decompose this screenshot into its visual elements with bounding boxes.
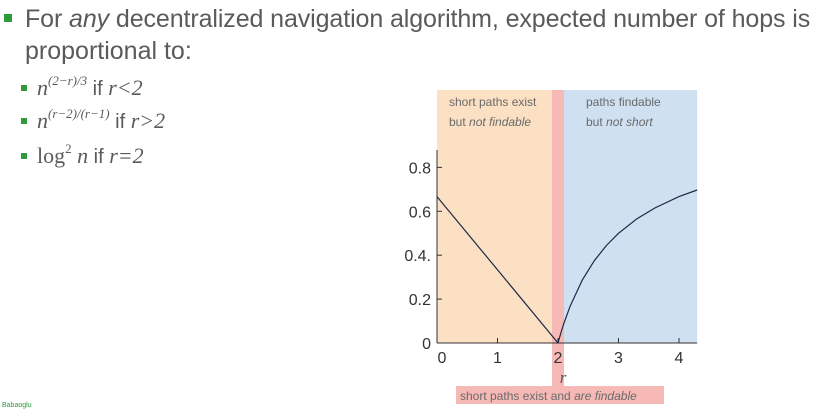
formula-3-arg: n bbox=[71, 143, 89, 168]
x-tick-label-0: 0 bbox=[438, 350, 447, 367]
region-critical-band bbox=[552, 90, 564, 388]
formula-3-if: if bbox=[88, 146, 110, 168]
heading-line-1: For any decentralized navigation algorit… bbox=[25, 5, 810, 34]
annotation-right-line1: paths findable bbox=[586, 95, 661, 109]
bottom-label-background bbox=[456, 386, 664, 404]
formula-2-if: if bbox=[109, 111, 131, 133]
sub-bullet-1 bbox=[21, 85, 27, 91]
formula-item-3: log2 n if r=2 bbox=[37, 141, 144, 169]
formula-1-if: if bbox=[87, 78, 109, 100]
formula-3-condition: r=2 bbox=[109, 143, 144, 168]
region-findable-not-short bbox=[560, 90, 698, 343]
y-tick-label-0: 0 bbox=[422, 336, 431, 353]
formula-3-base: log bbox=[37, 143, 66, 168]
heading-emphasis: any bbox=[69, 5, 110, 33]
formula-1-exponent: (2−r)/3 bbox=[48, 73, 88, 88]
heading-text-a: For bbox=[25, 5, 70, 33]
x-tick-label-2: 2 bbox=[554, 350, 563, 367]
x-tick-label-3: 3 bbox=[614, 350, 623, 367]
x-axis-label: r bbox=[560, 368, 567, 387]
y-tick-label-4: 0.8 bbox=[409, 160, 431, 177]
annotation-right-line2: but not short bbox=[586, 115, 653, 129]
formula-2-exponent: (r−2)/(r−1) bbox=[48, 106, 110, 121]
y-tick-label-3: 0.6 bbox=[409, 204, 431, 221]
series-line-0 bbox=[436, 196, 559, 344]
formula-1-condition: r<2 bbox=[108, 75, 143, 100]
annotation-bottom: short paths exist and are findable bbox=[460, 389, 637, 403]
formula-item-2: n(r−2)/(r−1) if r>2 bbox=[37, 106, 165, 134]
region-short-not-findable bbox=[437, 90, 556, 343]
footer-author: Babaoglu bbox=[2, 402, 32, 409]
heading-line-2: proportional to: bbox=[25, 37, 192, 65]
sub-bullet-2 bbox=[21, 118, 27, 124]
formula-2-condition: r>2 bbox=[130, 108, 166, 133]
y-tick-label-2: 0.4. bbox=[404, 248, 431, 265]
series-line-1 bbox=[557, 189, 698, 344]
annotation-left-line1: short paths exist bbox=[449, 95, 537, 109]
formula-item-1: n(2−r)/3 if r<2 bbox=[37, 73, 143, 101]
x-tick-label-1: 1 bbox=[493, 350, 502, 367]
heading-text-b: decentralized navigation algorithm, expe… bbox=[109, 5, 811, 33]
x-tick-label-4: 4 bbox=[675, 350, 684, 367]
main-bullet bbox=[4, 14, 12, 22]
sub-bullet-3 bbox=[21, 153, 27, 159]
formula-1-base: n bbox=[37, 75, 48, 100]
y-tick-label-1: 0.2 bbox=[409, 292, 431, 309]
formula-2-base: n bbox=[37, 108, 48, 133]
formula-3-exponent: 2 bbox=[65, 141, 72, 156]
annotation-left-line2: but not findable bbox=[449, 115, 531, 129]
